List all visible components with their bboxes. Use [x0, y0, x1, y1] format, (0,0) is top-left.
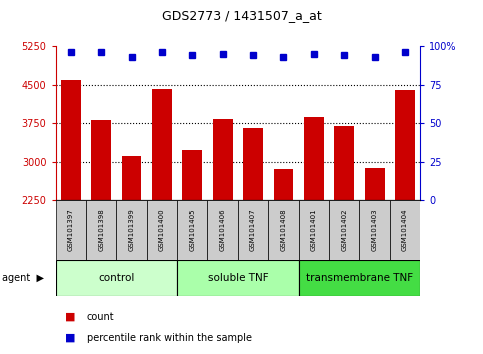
Bar — [268, 200, 298, 260]
Bar — [56, 260, 177, 296]
Bar — [365, 168, 384, 200]
Bar — [329, 200, 359, 260]
Bar — [238, 200, 268, 260]
Text: GSM101398: GSM101398 — [98, 209, 104, 251]
Bar — [152, 88, 172, 200]
Text: GSM101403: GSM101403 — [371, 209, 378, 251]
Bar — [213, 119, 232, 200]
Bar — [61, 80, 81, 200]
Text: ■: ■ — [65, 333, 76, 343]
Bar — [177, 200, 208, 260]
Text: count: count — [87, 312, 114, 322]
Bar — [86, 200, 116, 260]
Text: control: control — [98, 273, 134, 283]
Bar — [56, 200, 86, 260]
Text: ■: ■ — [65, 312, 76, 322]
Text: agent  ▶: agent ▶ — [2, 273, 44, 283]
Bar — [298, 260, 420, 296]
Text: percentile rank within the sample: percentile rank within the sample — [87, 333, 252, 343]
Bar — [298, 200, 329, 260]
Bar — [116, 200, 147, 260]
Text: GSM101406: GSM101406 — [220, 209, 226, 251]
Bar — [395, 90, 415, 200]
Text: transmembrane TNF: transmembrane TNF — [306, 273, 413, 283]
Bar — [122, 156, 142, 200]
Bar — [359, 200, 390, 260]
Bar — [390, 200, 420, 260]
Text: GSM101399: GSM101399 — [128, 209, 135, 251]
Text: GSM101402: GSM101402 — [341, 209, 347, 251]
Bar — [91, 120, 111, 200]
Bar — [147, 200, 177, 260]
Bar — [273, 169, 293, 200]
Text: GSM101401: GSM101401 — [311, 209, 317, 251]
Text: GSM101405: GSM101405 — [189, 209, 195, 251]
Text: GSM101407: GSM101407 — [250, 209, 256, 251]
Bar — [304, 117, 324, 200]
Bar — [177, 260, 298, 296]
Text: GSM101404: GSM101404 — [402, 209, 408, 251]
Bar — [334, 126, 354, 200]
Bar — [208, 200, 238, 260]
Text: soluble TNF: soluble TNF — [208, 273, 268, 283]
Text: GSM101400: GSM101400 — [159, 209, 165, 251]
Text: GSM101408: GSM101408 — [281, 209, 286, 251]
Bar — [183, 150, 202, 200]
Text: GDS2773 / 1431507_a_at: GDS2773 / 1431507_a_at — [162, 9, 321, 22]
Bar — [243, 128, 263, 200]
Text: GSM101397: GSM101397 — [68, 209, 74, 251]
